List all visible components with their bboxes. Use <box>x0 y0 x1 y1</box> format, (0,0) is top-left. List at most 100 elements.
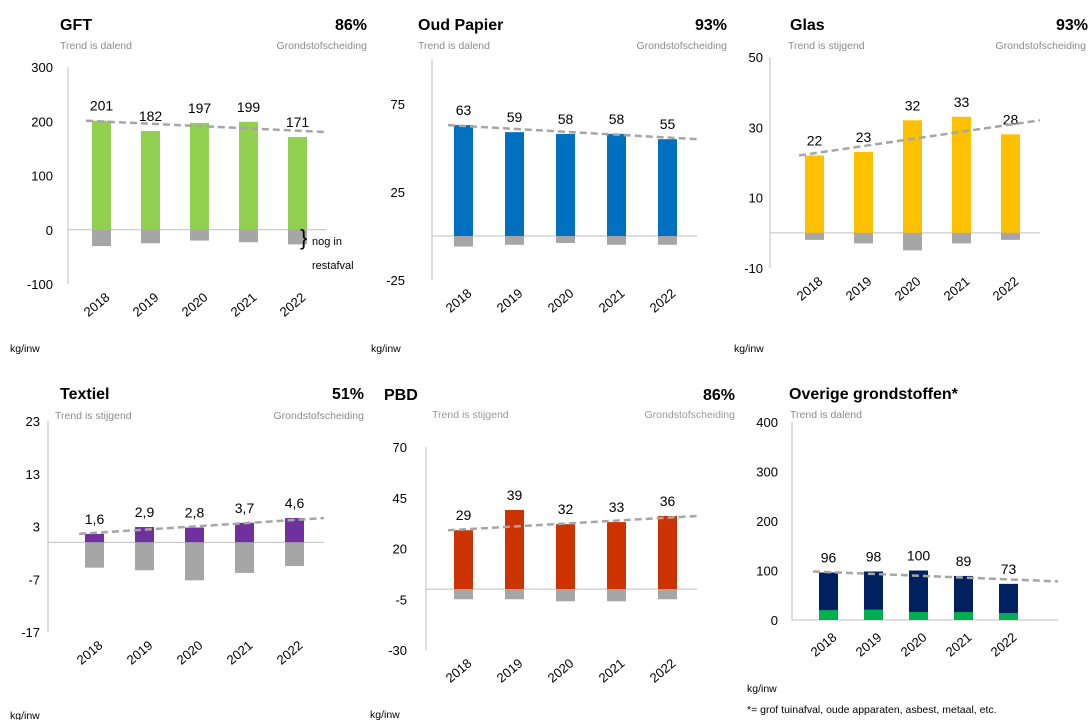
data-label-glas: 23 <box>856 129 872 145</box>
x-tick-label-pbd: 2022 <box>647 656 679 686</box>
trend-line-pbd <box>447 514 698 532</box>
trend-text-gft: Trend is dalend <box>60 40 132 52</box>
bar-pbd <box>658 516 677 590</box>
chart-title-pbd: PBD <box>384 387 418 404</box>
bar-textiel <box>285 518 304 543</box>
x-tick-label-pbd: 2018 <box>443 656 475 686</box>
bar-restafval-glas <box>952 232 971 244</box>
x-tick-label-glas: 2022 <box>990 274 1022 304</box>
y-tick-label-textiel: -7 <box>28 572 40 587</box>
trend-line-oud-papier <box>447 123 698 141</box>
bar-gft <box>92 120 111 230</box>
data-label-textiel: 2,9 <box>135 504 155 520</box>
bar-green-overige-grondstoffen <box>909 612 928 620</box>
chart-title-gft: GFT <box>60 17 92 34</box>
bar-textiel <box>235 522 254 543</box>
percentage-gft: 86% <box>335 17 367 34</box>
y-tick-label-glas: 30 <box>749 120 763 135</box>
x-tick-label-glas: 2021 <box>941 274 973 304</box>
y-tick-label-gft: 100 <box>31 169 53 184</box>
data-label-overige-grondstoffen: 89 <box>956 553 972 569</box>
data-label-pbd: 36 <box>660 493 676 509</box>
bar-restafval-pbd <box>556 589 575 602</box>
data-label-overige-grondstoffen: 73 <box>1001 561 1017 577</box>
chart-title-overige-grondstoffen: Overige grondstoffen* <box>789 386 959 403</box>
trend-line-gft <box>85 119 328 134</box>
data-label-pbd: 39 <box>507 487 523 503</box>
y-tick-label-gft: 200 <box>31 114 53 129</box>
data-label-overige-grondstoffen: 100 <box>907 548 931 564</box>
x-tick-label-gft: 2021 <box>228 290 260 320</box>
data-label-glas: 32 <box>905 97 921 113</box>
x-tick-label-pbd: 2021 <box>596 656 628 686</box>
y-tick-label-overige-grondstoffen: 0 <box>771 613 778 628</box>
data-label-oud-papier: 58 <box>558 111 574 127</box>
bar-gft <box>239 121 258 230</box>
unit-label-textiel: kg/inw <box>10 710 40 720</box>
bar-green-overige-grondstoffen <box>819 610 838 620</box>
data-label-textiel: 3,7 <box>235 500 255 516</box>
x-tick-label-gft: 2019 <box>130 290 162 320</box>
x-tick-label-textiel: 2020 <box>174 638 206 668</box>
bar-oud-papier <box>454 125 473 236</box>
y-tick-label-gft: -100 <box>27 277 53 292</box>
data-label-oud-papier: 58 <box>609 111 625 127</box>
x-tick-label-gft: 2022 <box>277 290 309 320</box>
y-tick-label-textiel: 3 <box>33 520 40 535</box>
bar-restafval-textiel <box>235 542 254 573</box>
bar-restafval-oud-papier <box>556 236 575 244</box>
bar-restafval-oud-papier <box>505 236 524 245</box>
bar-restafval-pbd <box>454 589 473 600</box>
bar-pbd <box>505 509 524 590</box>
x-tick-label-oud-papier: 2018 <box>443 286 475 316</box>
bar-restafval-gft <box>141 229 160 244</box>
trend-text-oud-papier: Trend is dalend <box>418 40 490 52</box>
y-tick-label-textiel: -17 <box>21 625 40 640</box>
y-tick-label-glas: -10 <box>744 261 763 276</box>
data-label-gft: 197 <box>188 100 212 116</box>
bar-restafval-textiel <box>285 542 304 567</box>
unit-label-overige-grondstoffen: kg/inw <box>747 683 777 695</box>
bar-restafval-textiel <box>135 542 154 571</box>
bar-green-overige-grondstoffen <box>864 609 883 620</box>
annotation-line-1: nog in <box>312 236 342 248</box>
data-label-textiel: 1,6 <box>85 511 105 527</box>
footnote: *= grof tuinafval, oude apparaten, asbes… <box>747 704 997 716</box>
percentage-glas: 93% <box>1056 17 1088 34</box>
data-label-glas: 22 <box>807 132 823 148</box>
trend-text-pbd: Trend is stijgend <box>432 409 509 421</box>
x-tick-label-gft: 2020 <box>179 290 211 320</box>
bar-restafval-glas <box>854 232 873 244</box>
data-label-textiel: 4,6 <box>285 495 305 511</box>
chart-title-oud-papier: Oud Papier <box>418 17 503 34</box>
y-tick-label-glas: 50 <box>749 50 763 65</box>
y-tick-label-pbd: -30 <box>388 643 407 658</box>
x-tick-label-oud-papier: 2020 <box>545 286 577 316</box>
bar-restafval-gft <box>239 229 258 243</box>
unit-label-oud-papier: kg/inw <box>371 343 401 355</box>
bar-restafval-pbd <box>658 589 677 600</box>
bar-restafval-glas <box>805 232 824 240</box>
annotation-line-2: restafval <box>312 260 354 272</box>
bar-restafval-oud-papier <box>658 236 677 245</box>
unit-label-gft: kg/inw <box>10 343 40 355</box>
x-tick-label-oud-papier: 2019 <box>494 286 526 316</box>
bar-restafval-pbd <box>505 589 524 600</box>
x-tick-label-glas: 2019 <box>843 274 875 304</box>
data-label-oud-papier: 59 <box>507 109 523 125</box>
y-tick-label-pbd: 20 <box>393 542 407 557</box>
bar-glas <box>903 120 922 233</box>
bar-restafval-glas <box>1001 232 1020 240</box>
trend-text-textiel: Trend is stijgend <box>55 410 132 422</box>
data-label-gft: 171 <box>286 114 310 130</box>
bar-oud-papier <box>658 139 677 236</box>
x-tick-label-textiel: 2019 <box>124 638 156 668</box>
percentage-textiel: 51% <box>332 386 364 403</box>
bar-restafval-oud-papier <box>607 236 626 245</box>
x-tick-label-overige-grondstoffen: 2020 <box>898 630 930 660</box>
bar-restafval-oud-papier <box>454 236 473 247</box>
grondstof-label-pbd: Grondstofscheiding <box>645 409 736 421</box>
percentage-oud-papier: 93% <box>695 17 727 34</box>
